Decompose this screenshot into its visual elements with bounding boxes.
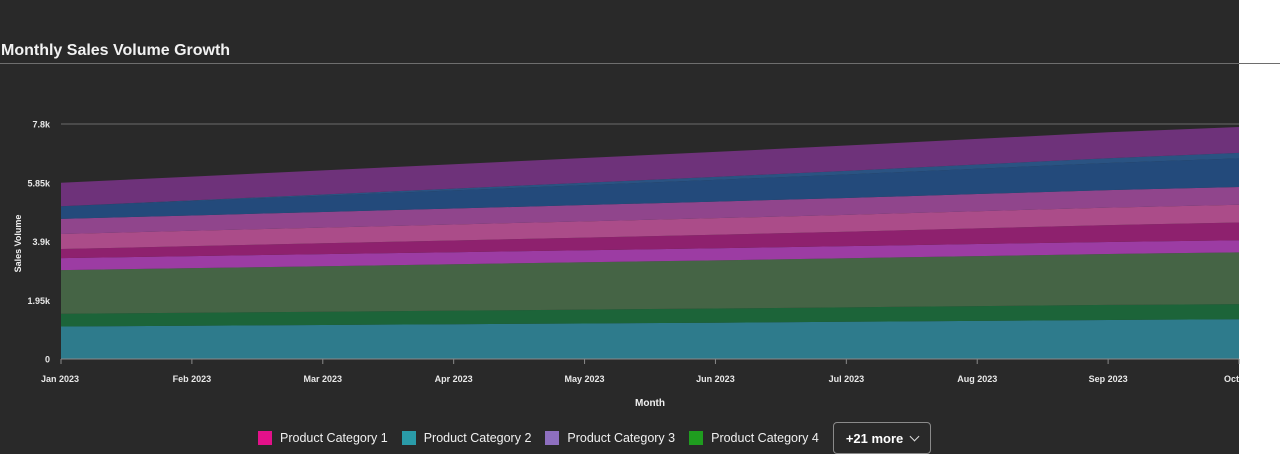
legend-item-product-category-3[interactable]: Product Category 3 [545,431,675,445]
x-tick-label: Feb 2023 [173,374,212,384]
legend-label: Product Category 4 [711,431,819,445]
area-series-5 [61,222,1239,259]
more-label: +21 more [845,430,904,446]
x-tick-label: Mar 2023 [304,374,343,384]
x-tick-label: Jul 2023 [829,374,865,384]
chevron-down-icon [909,431,920,441]
y-tick-label: 3.9k [32,237,51,247]
x-tick-label: Oct [1224,374,1239,384]
legend-label: Product Category 1 [280,431,388,445]
area-series-6 [61,204,1239,250]
area-series-8 [61,158,1239,219]
legend-item-product-category-1[interactable]: Product Category 1 [258,431,388,445]
legend-item-product-category-4[interactable]: Product Category 4 [689,431,819,445]
area-series-4 [61,240,1239,271]
x-tick-label: Jun 2023 [696,374,735,384]
area-series-7 [61,186,1239,234]
x-axis-title: Month [635,398,665,409]
area-series-2 [61,304,1239,327]
legend-swatch [401,431,416,445]
axes: 0 1.95k 3.9k 5.85k 7.8k Jan 2023 Feb 2023 Mar 2… [13,120,1240,409]
y-tick-label: 0 [45,355,50,365]
legend-swatch [689,431,704,445]
legend-swatch [258,431,272,445]
legend-swatch [545,431,560,445]
y-tick-label: 7.8k [32,120,51,130]
legend-label: Product Category 3 [567,431,676,445]
title-divider [0,63,1280,64]
area-series-1 [61,319,1239,359]
x-tick-label: May 2023 [565,374,605,384]
y-tick-label: 5.85k [27,178,51,188]
area-series-3 [61,252,1239,314]
legend-label: Product Category 2 [423,431,532,445]
area-series-9 [61,152,1239,207]
y-tick-label: 1.95k [27,296,51,306]
legend-more-button[interactable]: +21 more [832,422,932,454]
area-series-10 [61,127,1239,207]
legend: Product Category 1 Product Category 2 Pr… [258,422,932,454]
x-tick-label: Aug 2023 [957,374,997,384]
y-axis-title: Sales Volume [13,215,23,273]
area-chart: 0 1.95k 3.9k 5.85k 7.8k Jan 2023 Feb 2023 Mar 2… [13,120,1240,409]
area-series-group [61,127,1239,359]
legend-item-product-category-2[interactable]: Product Category 2 [401,431,532,445]
x-tick-label: Jan 2023 [41,374,79,384]
x-tick-label: Sep 2023 [1089,374,1128,384]
x-tick-label: Apr 2023 [435,374,473,384]
chart-title: Monthly Sales Volume Growth [1,42,231,59]
